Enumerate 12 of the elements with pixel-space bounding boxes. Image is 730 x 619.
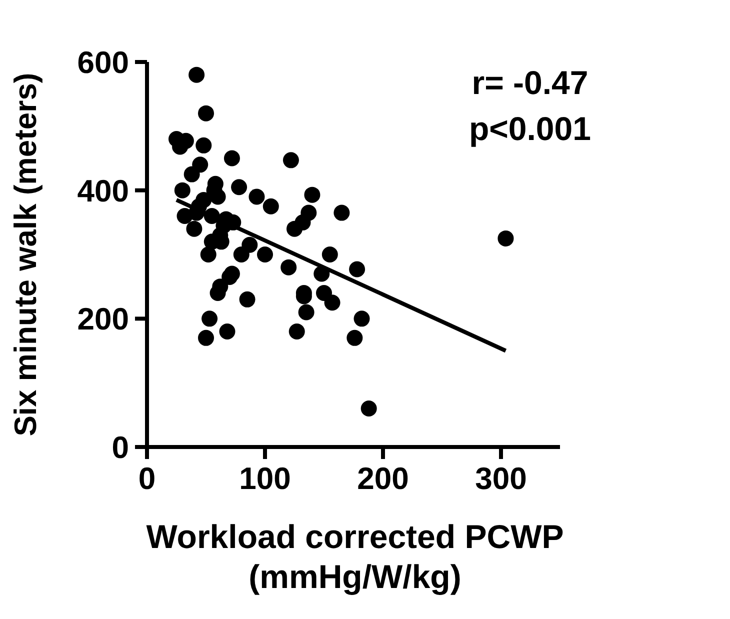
x-tick-label: 200 — [357, 461, 409, 496]
y-tick-label: 200 — [77, 302, 129, 337]
y-tick-label: 600 — [77, 45, 129, 80]
x-tick-label: 100 — [239, 461, 291, 496]
y-tick-label: 0 — [112, 430, 129, 465]
x-axis-title: Workload corrected PCWP (mmHg/W/kg) — [146, 518, 564, 595]
annotation: r= -0.47 — [472, 64, 588, 101]
annotation: p<0.001 — [468, 110, 592, 147]
x-tick-label: 0 — [138, 461, 156, 496]
x-tick-label: 300 — [475, 461, 527, 496]
y-axis-title: Six minute walk (meters) — [8, 72, 43, 436]
y-tick-label: 400 — [77, 173, 129, 208]
